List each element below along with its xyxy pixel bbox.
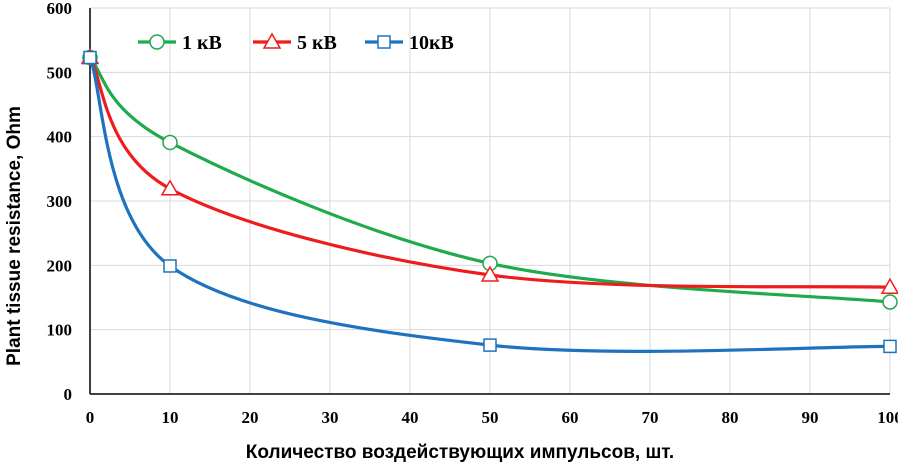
y-axis-title: Plant tissue resistance, Ohm bbox=[4, 106, 25, 366]
data-point-square bbox=[483, 338, 497, 352]
x-tick-label: 100 bbox=[877, 408, 898, 427]
data-point-square bbox=[163, 259, 177, 273]
x-tick-label: 80 bbox=[722, 408, 739, 427]
legend-item: 1 кВ bbox=[138, 32, 222, 54]
x-tick-label: 50 bbox=[482, 408, 499, 427]
x-axis-title: Количество воздействующих импульсов, шт. bbox=[246, 442, 674, 463]
data-point-triangle bbox=[480, 265, 500, 282]
series-3 bbox=[83, 50, 897, 354]
y-tick-label: 200 bbox=[47, 256, 73, 275]
data-point-triangle bbox=[880, 277, 898, 294]
x-tick-label: 20 bbox=[242, 408, 259, 427]
legend: 1 кВ 5 кВ 10кВ bbox=[138, 32, 454, 54]
x-tick-label: 90 bbox=[802, 408, 819, 427]
x-tick-label: 70 bbox=[642, 408, 659, 427]
legend-marker bbox=[149, 34, 165, 50]
x-tick-label: 40 bbox=[402, 408, 419, 427]
y-tick-label: 300 bbox=[47, 192, 73, 211]
legend-marker bbox=[377, 35, 391, 49]
x-tick-label: 30 bbox=[322, 408, 339, 427]
data-point-square bbox=[83, 50, 97, 65]
data-point-triangle bbox=[160, 179, 180, 196]
y-tick-label: 400 bbox=[47, 128, 73, 147]
y-tick-label: 500 bbox=[47, 63, 73, 82]
data-point-circle bbox=[162, 134, 178, 151]
x-tick-label: 0 bbox=[86, 408, 95, 427]
x-tick-label: 60 bbox=[562, 408, 579, 427]
x-tick-labels: 0 10 20 30 40 50 60 70 80 90 100 bbox=[86, 408, 898, 427]
y-tick-label: 600 bbox=[47, 0, 73, 18]
legend-label: 10кВ bbox=[409, 32, 454, 54]
legend-marker bbox=[262, 32, 282, 49]
data-point-circle bbox=[882, 294, 898, 310]
x-tick-label: 10 bbox=[162, 408, 179, 427]
series-line bbox=[88, 56, 891, 353]
series-line bbox=[88, 56, 891, 289]
axes bbox=[89, 8, 890, 395]
series-line bbox=[88, 56, 891, 304]
y-tick-labels: 0 100 200 300 400 500 600 bbox=[47, 0, 73, 404]
y-tick-label: 100 bbox=[47, 321, 73, 340]
data-point-square bbox=[883, 339, 897, 354]
series bbox=[80, 48, 898, 354]
y-tick-label: 0 bbox=[64, 385, 73, 404]
legend-label: 1 кВ bbox=[182, 32, 222, 54]
legend-item: 10кВ bbox=[365, 32, 454, 54]
legend-label: 5 кВ bbox=[297, 32, 337, 54]
grid bbox=[90, 7, 891, 394]
legend-item: 5 кВ bbox=[253, 32, 337, 54]
